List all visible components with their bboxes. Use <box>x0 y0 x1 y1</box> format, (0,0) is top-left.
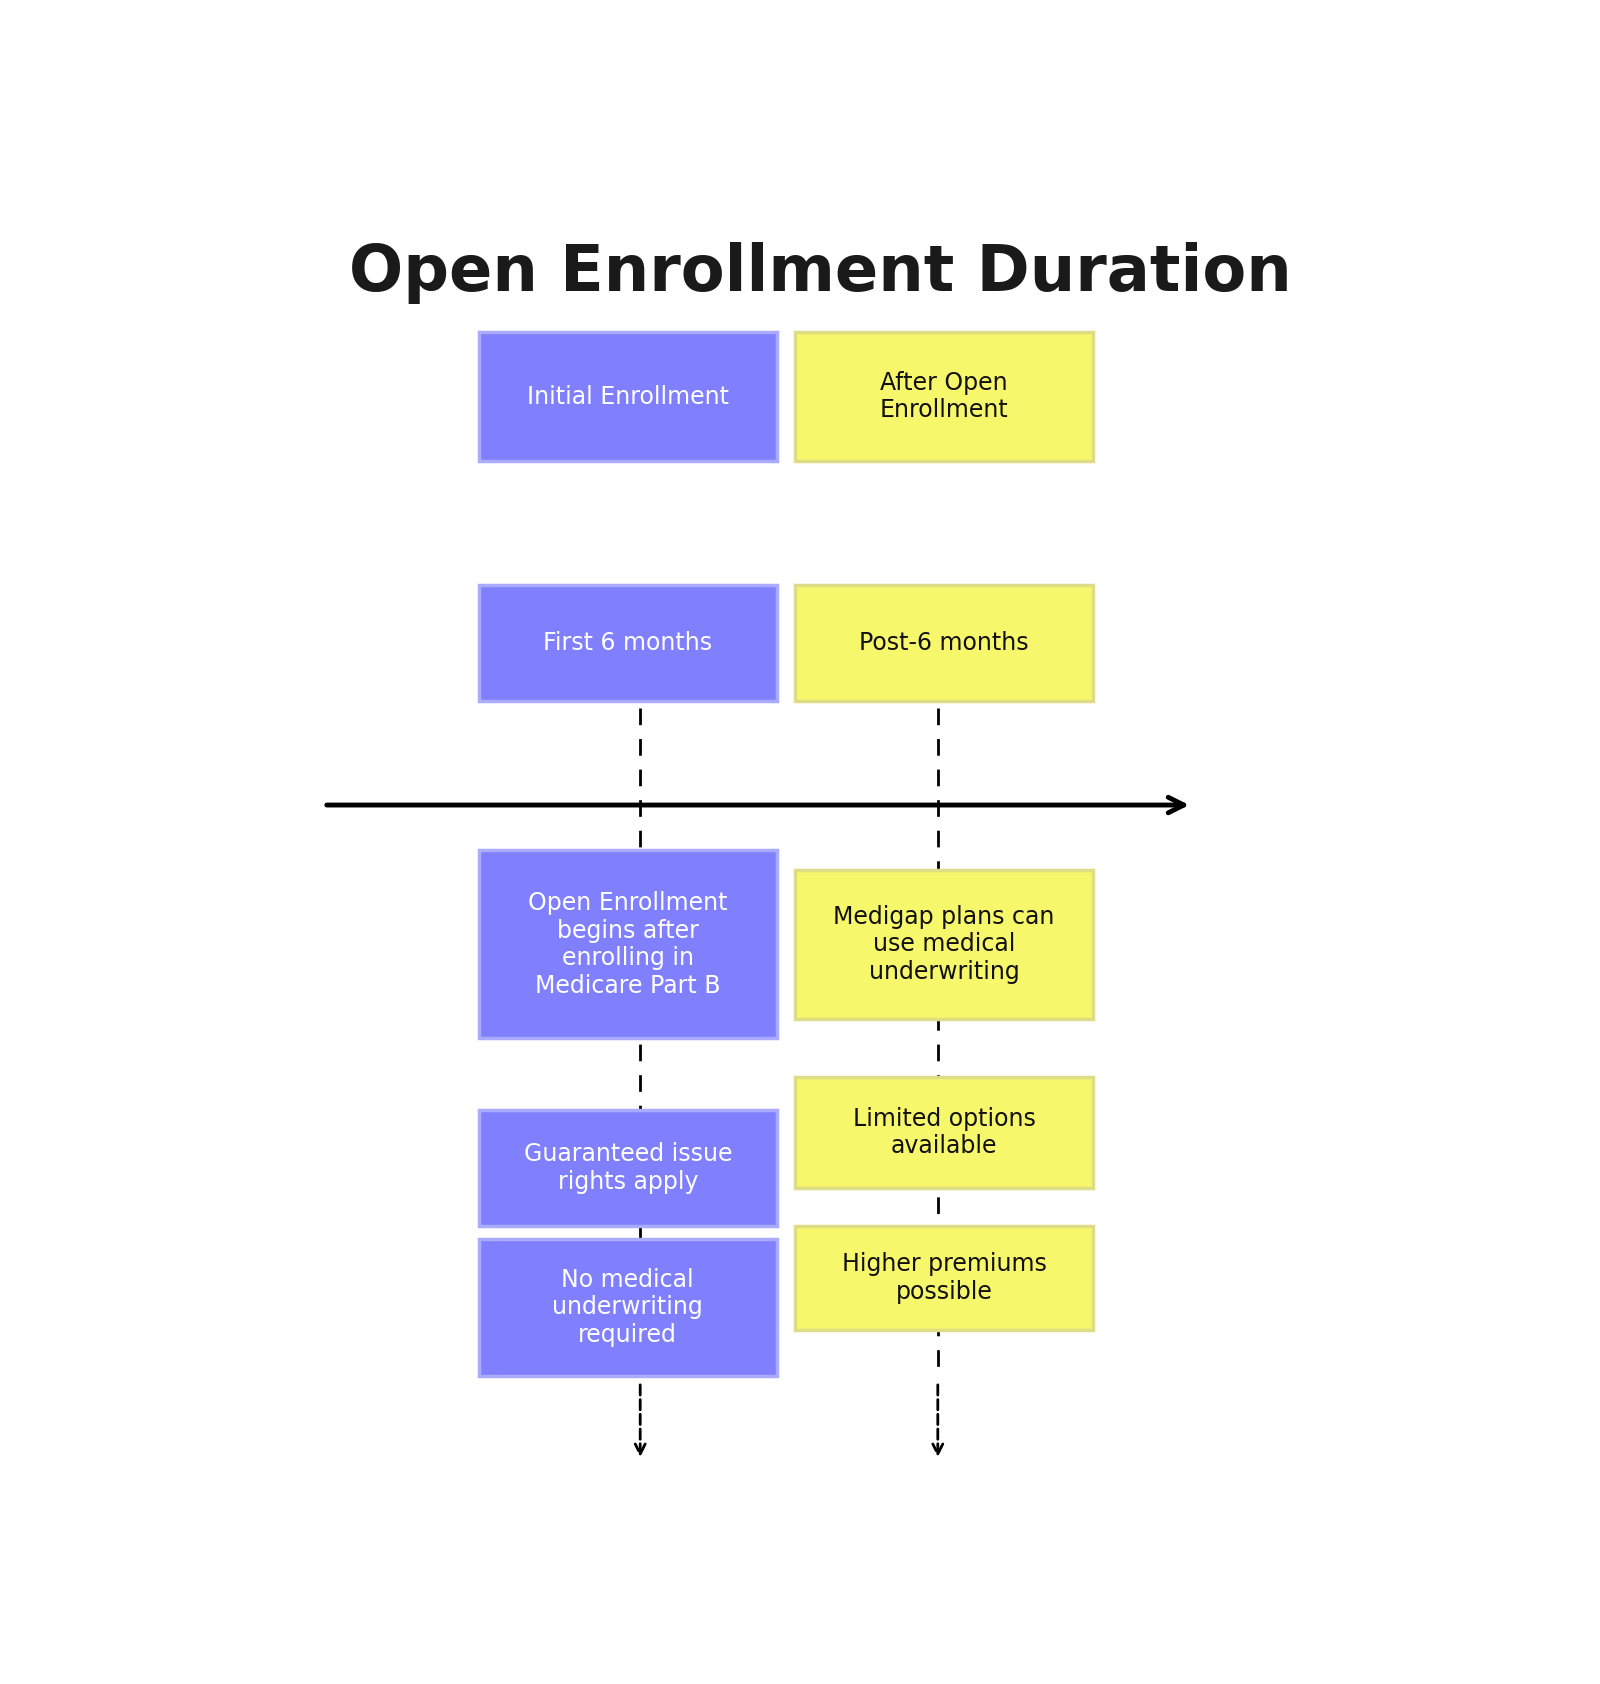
FancyBboxPatch shape <box>795 1078 1093 1187</box>
FancyBboxPatch shape <box>478 850 776 1039</box>
Text: First 6 months: First 6 months <box>544 632 712 655</box>
Text: Initial Enrollment: Initial Enrollment <box>526 384 728 409</box>
Text: Post-6 months: Post-6 months <box>859 632 1029 655</box>
Text: Open Enrollment Duration: Open Enrollment Duration <box>349 242 1291 305</box>
FancyBboxPatch shape <box>795 584 1093 701</box>
Text: No medical
underwriting
required: No medical underwriting required <box>552 1268 702 1347</box>
FancyBboxPatch shape <box>478 584 776 701</box>
Text: Medigap plans can
use medical
underwriting: Medigap plans can use medical underwriti… <box>834 904 1054 983</box>
Text: After Open
Enrollment: After Open Enrollment <box>880 370 1008 423</box>
FancyBboxPatch shape <box>478 1110 776 1226</box>
Text: Open Enrollment
begins after
enrolling in
Medicare Part B: Open Enrollment begins after enrolling i… <box>528 891 728 999</box>
FancyBboxPatch shape <box>795 1226 1093 1330</box>
FancyBboxPatch shape <box>478 332 776 461</box>
FancyBboxPatch shape <box>795 332 1093 461</box>
FancyBboxPatch shape <box>478 1239 776 1376</box>
Text: Guaranteed issue
rights apply: Guaranteed issue rights apply <box>523 1142 733 1194</box>
Text: Limited options
available: Limited options available <box>853 1106 1035 1159</box>
FancyBboxPatch shape <box>795 871 1093 1019</box>
Text: Higher premiums
possible: Higher premiums possible <box>842 1253 1046 1303</box>
